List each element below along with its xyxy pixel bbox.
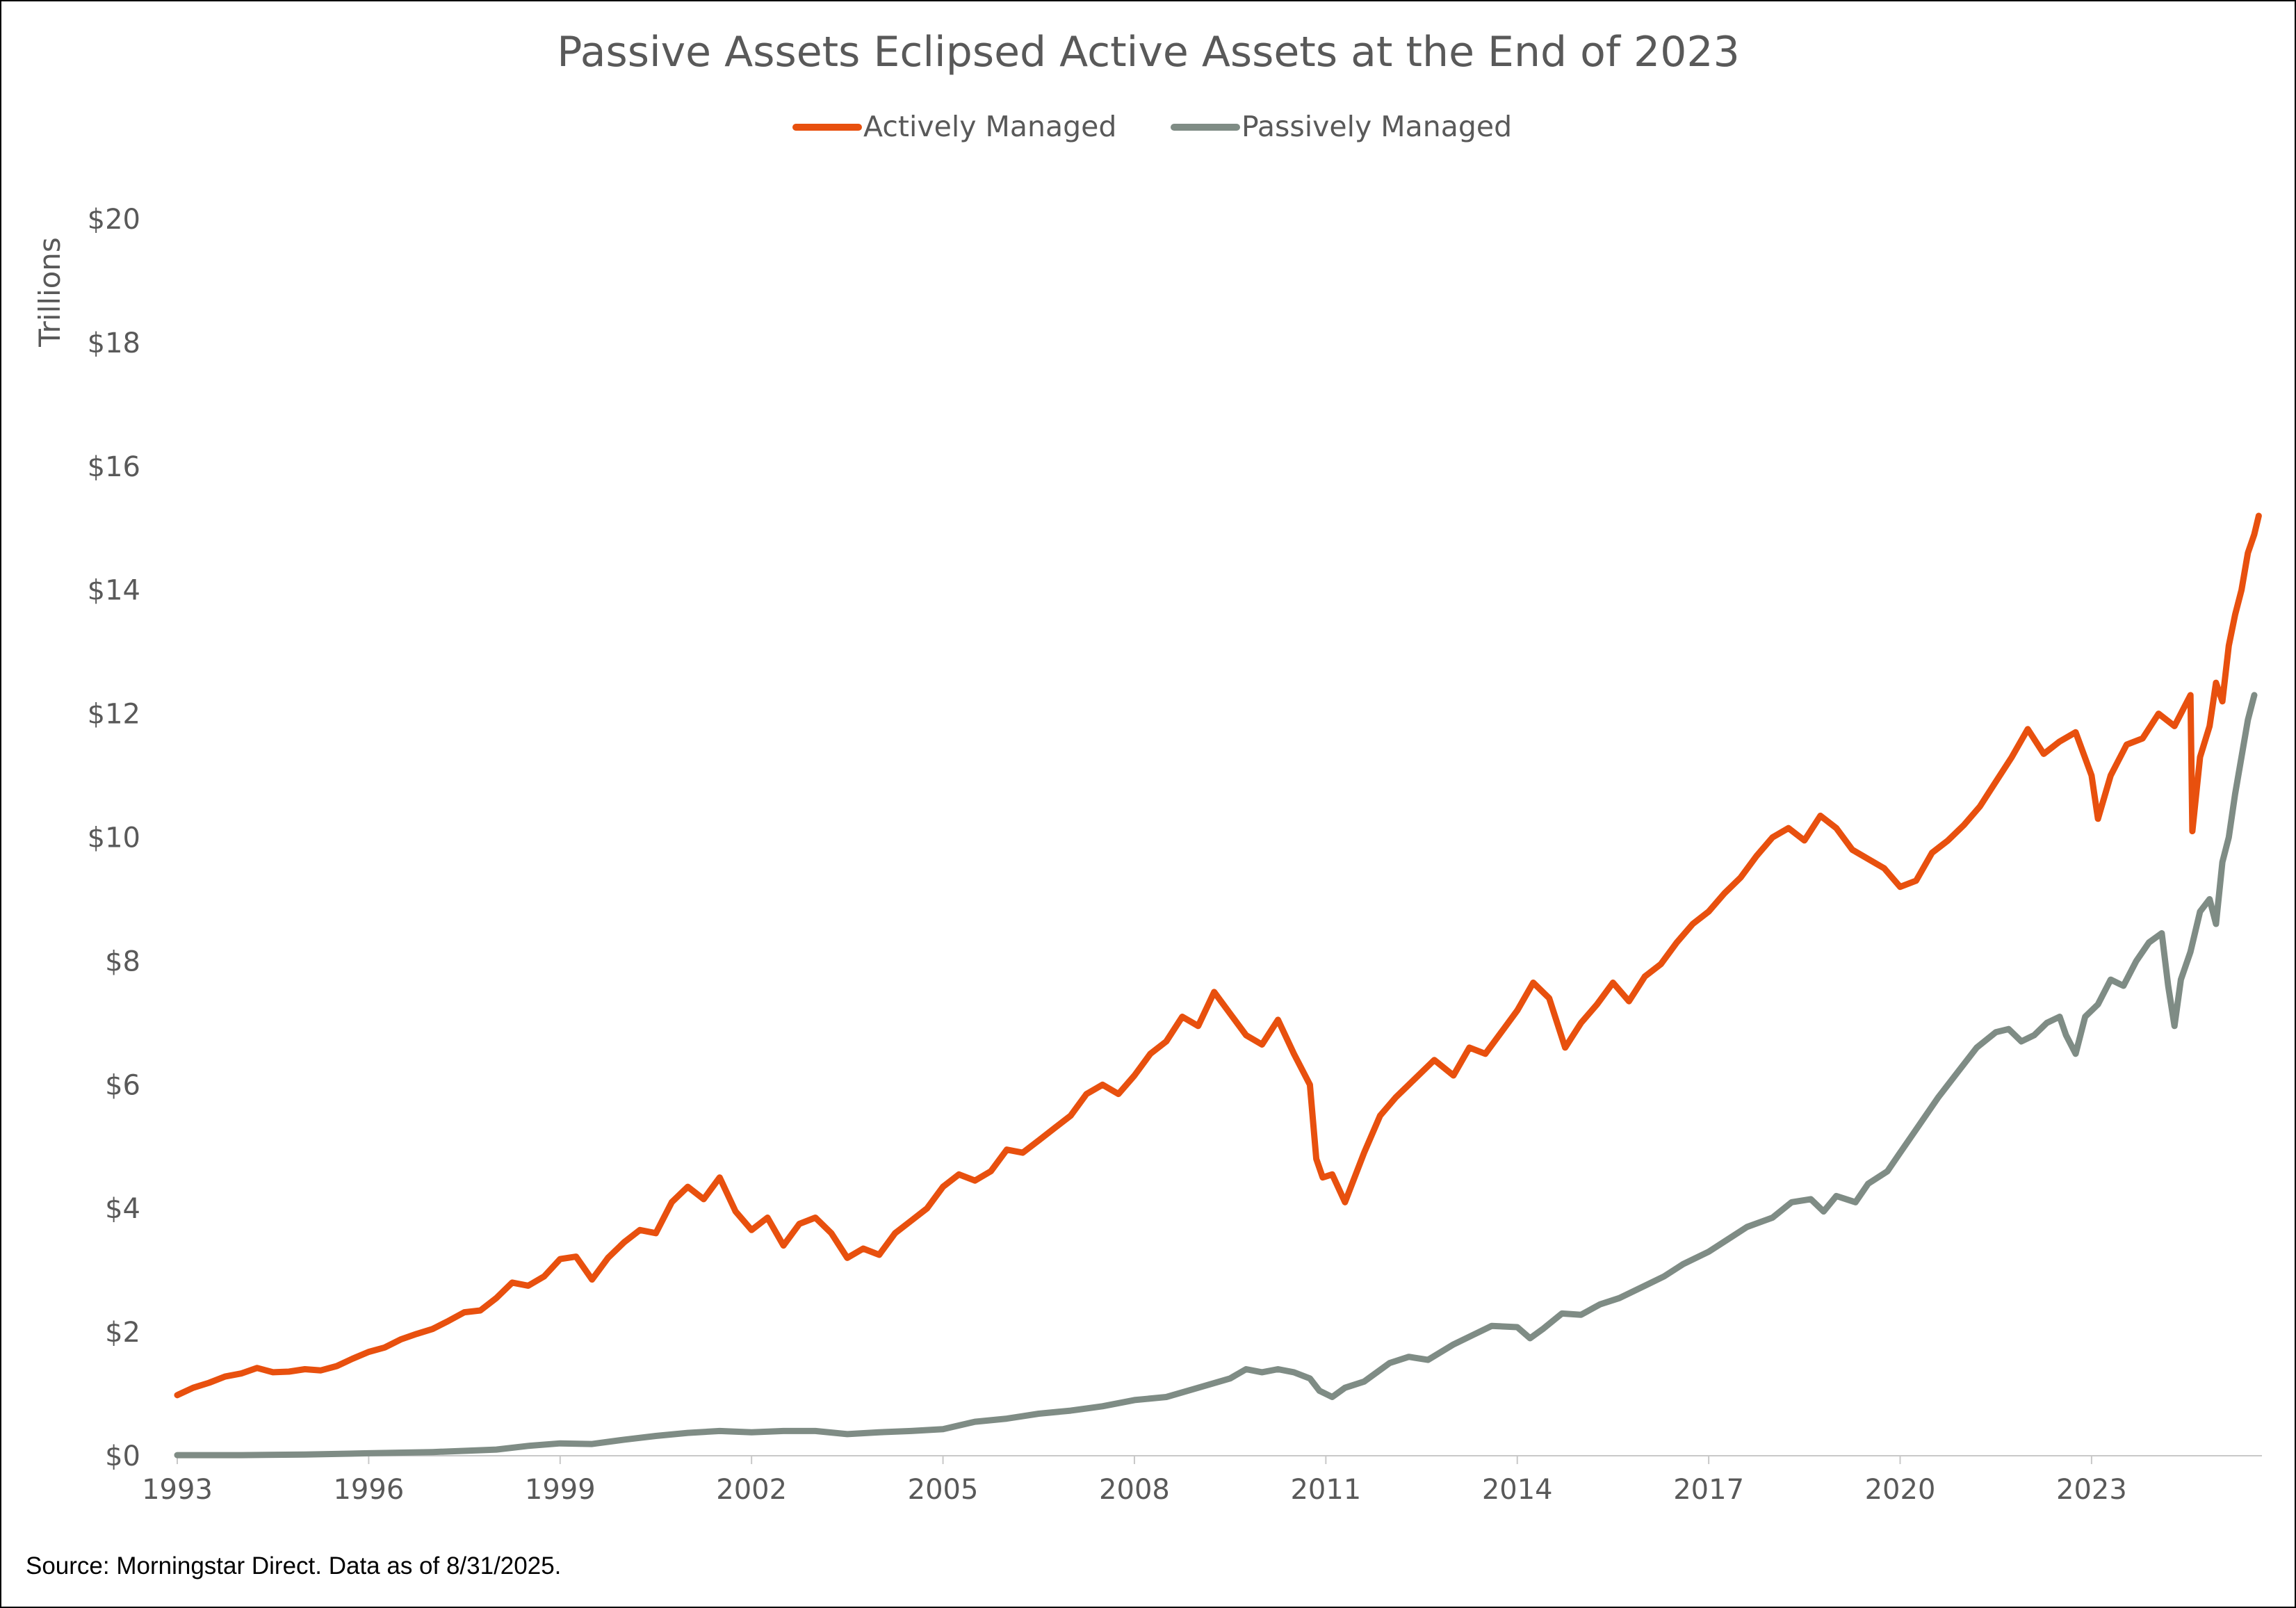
y-tick-label: $12 xyxy=(88,699,140,731)
y-tick-label: $4 xyxy=(105,1193,140,1225)
x-tick-label: 2017 xyxy=(1673,1474,1744,1506)
y-tick-label: $18 xyxy=(88,327,140,359)
x-tick-label: 1993 xyxy=(142,1474,213,1506)
source-note: Source: Morningstar Direct. Data as of 8… xyxy=(26,1552,561,1579)
y-tick-label: $14 xyxy=(88,575,140,607)
y-tick-label: $6 xyxy=(105,1069,140,1101)
legend-label-actively-managed: Actively Managed xyxy=(863,110,1116,143)
x-tick-label: 2011 xyxy=(1290,1474,1361,1506)
y-tick-label: $20 xyxy=(88,204,140,236)
x-tick-label: 2023 xyxy=(2056,1474,2127,1506)
y-tick-label: $16 xyxy=(88,451,140,483)
x-tick-label: 1999 xyxy=(525,1474,596,1506)
x-tick-label: 1996 xyxy=(333,1474,404,1506)
series-line-actively-managed xyxy=(174,512,2262,1399)
x-tick-label: 2002 xyxy=(716,1474,787,1506)
x-tick-label: 2008 xyxy=(1099,1474,1170,1506)
x-tick-label: 2014 xyxy=(1482,1474,1553,1506)
legend: Actively Managed Passively Managed xyxy=(792,110,1512,143)
y-axis-label: Trillions xyxy=(33,237,67,348)
legend-label-passively-managed: Passively Managed xyxy=(1241,110,1512,143)
y-tick-label: $2 xyxy=(105,1317,140,1349)
series-line-passively-managed xyxy=(174,692,2258,1459)
series-layer xyxy=(174,512,2262,1459)
y-axis-ticks: $0 $2 $4 $6 $8 $10 $12 $14 $16 $18 $20 xyxy=(88,204,140,1472)
y-tick-label: $10 xyxy=(88,822,140,854)
x-tick-label: 2005 xyxy=(908,1474,979,1506)
y-tick-label: $8 xyxy=(105,945,140,977)
x-axis-ticks: 1993 1996 1999 2002 2005 2008 2011 2014 2017 2020… xyxy=(142,1456,2127,1506)
x-tick-label: 2020 xyxy=(1865,1474,1936,1506)
y-tick-label: $0 xyxy=(105,1440,140,1472)
chart-title: Passive Assets Eclipsed Active Assets at… xyxy=(557,28,1740,76)
